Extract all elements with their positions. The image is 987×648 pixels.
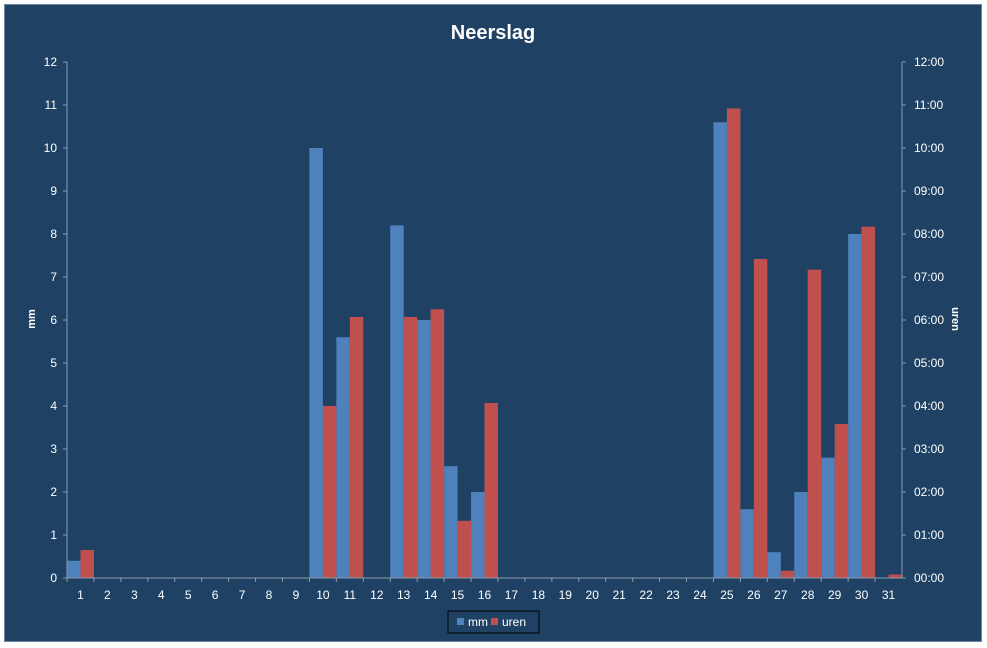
x-tick-label: 1: [77, 588, 84, 602]
legend-label-mm: mm: [468, 615, 488, 629]
bar-uren-1: [80, 550, 94, 578]
x-tick-label: 25: [720, 588, 734, 602]
y2-tick-label: 10:00: [914, 141, 944, 155]
y-tick-label: 0: [50, 571, 57, 585]
x-tick-label: 4: [158, 588, 165, 602]
y2-tick-label: 01:00: [914, 528, 944, 542]
bar-uren-28: [807, 269, 822, 578]
bar-uren-25: [726, 108, 741, 578]
bar-mm-30: [848, 234, 862, 578]
bar-mm-25: [713, 122, 727, 578]
legend-label-uren: uren: [502, 615, 526, 629]
x-tick-label: 20: [586, 588, 600, 602]
x-tick-label: 23: [666, 588, 680, 602]
y-tick-label: 6: [50, 313, 57, 327]
legend-swatch-uren: [491, 618, 498, 625]
y2-tick-label: 09:00: [914, 184, 944, 198]
legend: mm uren: [447, 610, 540, 634]
bar-mm-15: [444, 466, 458, 578]
y-tick-label: 2: [50, 485, 57, 499]
x-tick-label: 26: [747, 588, 761, 602]
x-tick-label: 2: [104, 588, 111, 602]
x-tick-label: 12: [370, 588, 384, 602]
bar-uren-29: [834, 424, 849, 578]
bar-mm-11: [336, 337, 350, 578]
chart-title: Neerslag: [451, 22, 536, 44]
y2-tick-label: 07:00: [914, 270, 944, 284]
x-tick-label: 21: [613, 588, 627, 602]
x-tick-label: 17: [505, 588, 519, 602]
x-tick-label: 8: [266, 588, 273, 602]
bar-mm-29: [821, 457, 835, 578]
bar-uren-13: [403, 316, 418, 578]
y2-tick-label: 12:00: [914, 55, 944, 69]
x-tick-label: 16: [478, 588, 492, 602]
y2-tick-label: 02:00: [914, 485, 944, 499]
y2-axis-title: uren: [949, 307, 961, 331]
bar-uren-11: [349, 316, 364, 578]
x-tick-label: 13: [397, 588, 411, 602]
bar-uren-30: [861, 226, 876, 578]
x-tick-label: 30: [855, 588, 869, 602]
x-tick-label: 7: [239, 588, 246, 602]
y-tick-label: 7: [50, 270, 57, 284]
bar-uren-27: [780, 570, 795, 578]
bar-mm-1: [67, 560, 81, 578]
y-tick-label: 10: [44, 141, 58, 155]
x-tick-label: 10: [316, 588, 330, 602]
x-tick-label: 6: [212, 588, 219, 602]
bar-mm-14: [417, 320, 431, 578]
y2-tick-label: 04:00: [914, 399, 944, 413]
x-tick-label: 27: [774, 588, 788, 602]
bar-mm-13: [390, 225, 404, 578]
y-tick-label: 8: [50, 227, 57, 241]
y2-tick-label: 05:00: [914, 356, 944, 370]
y-tick-label: 5: [50, 356, 57, 370]
y2-tick-label: 03:00: [914, 442, 944, 456]
bar-uren-31: [888, 574, 902, 578]
bar-mm-16: [471, 492, 485, 578]
bar-mm-26: [740, 509, 754, 578]
x-tick-label: 31: [882, 588, 896, 602]
bar-mm-10: [309, 148, 323, 578]
x-tick-label: 28: [801, 588, 815, 602]
y-tick-label: 12: [44, 55, 58, 69]
x-tick-label: 3: [131, 588, 138, 602]
bar-uren-14: [430, 309, 445, 578]
x-tick-label: 29: [828, 588, 842, 602]
bar-uren-16: [484, 402, 498, 578]
x-tick-label: 22: [639, 588, 653, 602]
y-tick-label: 4: [50, 399, 57, 413]
y-tick-label: 1: [50, 528, 57, 542]
y2-tick-label: 11:00: [914, 98, 943, 112]
x-tick-label: 9: [293, 588, 300, 602]
x-tick-label: 11: [344, 588, 357, 602]
legend-swatch-mm: [457, 618, 464, 625]
bar-uren-15: [457, 520, 472, 578]
bar-mm-28: [794, 492, 808, 578]
bar-uren-10: [322, 406, 337, 578]
y2-tick-label: 08:00: [914, 227, 944, 241]
x-tick-label: 5: [185, 588, 192, 602]
bar-uren-26: [753, 258, 768, 578]
y-tick-label: 11: [45, 98, 58, 112]
x-tick-label: 15: [451, 588, 465, 602]
x-tick-label: 19: [559, 588, 573, 602]
y2-tick-label: 06:00: [914, 313, 944, 327]
y-tick-label: 3: [50, 442, 57, 456]
x-tick-label: 14: [424, 588, 438, 602]
y2-tick-label: 00:00: [914, 571, 944, 585]
bar-mm-27: [767, 552, 781, 578]
y-tick-label: 9: [50, 184, 57, 198]
y-axis-title: mm: [26, 309, 38, 329]
x-tick-label: 24: [693, 588, 707, 602]
x-tick-label: 18: [532, 588, 546, 602]
